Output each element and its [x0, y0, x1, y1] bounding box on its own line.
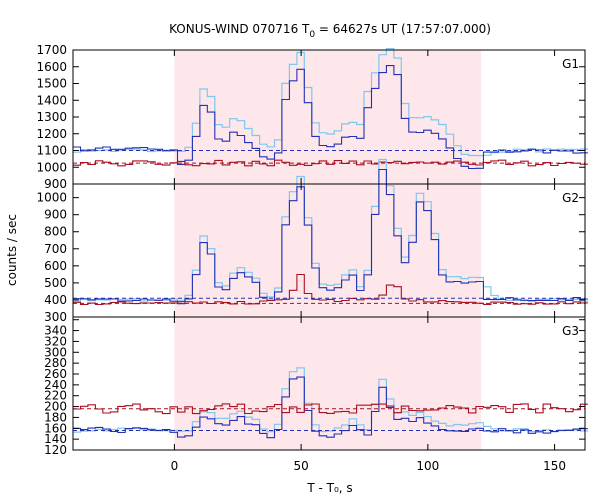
- y-tick-label: 120: [44, 443, 67, 457]
- red-series-g3: [73, 403, 588, 415]
- y-tick-label: 1400: [36, 93, 67, 107]
- y-tick-label: 500: [44, 276, 67, 290]
- blue-series-g2: [73, 168, 588, 305]
- y-tick-label: 1000: [36, 160, 67, 174]
- panel-label: G1: [562, 57, 579, 71]
- plot-area: 90010001100120013001400150016001700G1300…: [36, 43, 588, 473]
- y-tick-label: 320: [44, 334, 67, 348]
- y-tick-label: 300: [44, 345, 67, 359]
- y-tick-label: 1700: [36, 43, 67, 57]
- blue-series-g1: [73, 65, 588, 170]
- y-tick-label: 240: [44, 378, 67, 392]
- count-series-g1: [73, 48, 588, 157]
- red-series-g2: [73, 273, 588, 306]
- y-tick-label: 1200: [36, 127, 67, 141]
- y-tick-label: 1300: [36, 110, 67, 124]
- red-series-g1: [73, 159, 588, 167]
- y-tick-label: 1500: [36, 77, 67, 91]
- x-tick-label: 150: [543, 459, 566, 473]
- y-tick-label: 160: [44, 421, 67, 435]
- panel-label: G2: [562, 191, 579, 205]
- y-tick-label: 220: [44, 389, 67, 403]
- x-axis-label: T - T₀, s: [306, 481, 352, 495]
- y-tick-label: 1100: [36, 144, 67, 158]
- y-tick-label: 200: [44, 400, 67, 414]
- y-tick-label: 700: [44, 242, 67, 256]
- y-axis-label: counts / sec: [5, 214, 19, 286]
- y-tick-label: 900: [44, 177, 67, 191]
- blue-series-g3: [73, 376, 588, 439]
- y-tick-label: 140: [44, 432, 67, 446]
- x-tick-label: 50: [293, 459, 308, 473]
- y-tick-label: 600: [44, 259, 67, 273]
- x-tick-label: 100: [416, 459, 439, 473]
- y-tick-label: 180: [44, 410, 67, 424]
- x-tick-label: 0: [171, 459, 179, 473]
- y-tick-label: 400: [44, 293, 67, 307]
- y-tick-label: 300: [44, 310, 67, 324]
- chart-title: KONUS-WIND 070716 T0 = 64627s UT (17:57:…: [169, 22, 491, 40]
- y-tick-label: 1600: [36, 60, 67, 74]
- shaded-interval: [174, 50, 482, 450]
- y-tick-label: 280: [44, 356, 67, 370]
- y-tick-label: 1000: [36, 191, 67, 205]
- panel-frame: [72, 316, 586, 451]
- y-tick-label: 260: [44, 367, 67, 381]
- panel-label: G3: [562, 324, 579, 338]
- y-tick-label: 900: [44, 208, 67, 222]
- y-tick-label: 800: [44, 225, 67, 239]
- y-tick-label: 340: [44, 324, 67, 338]
